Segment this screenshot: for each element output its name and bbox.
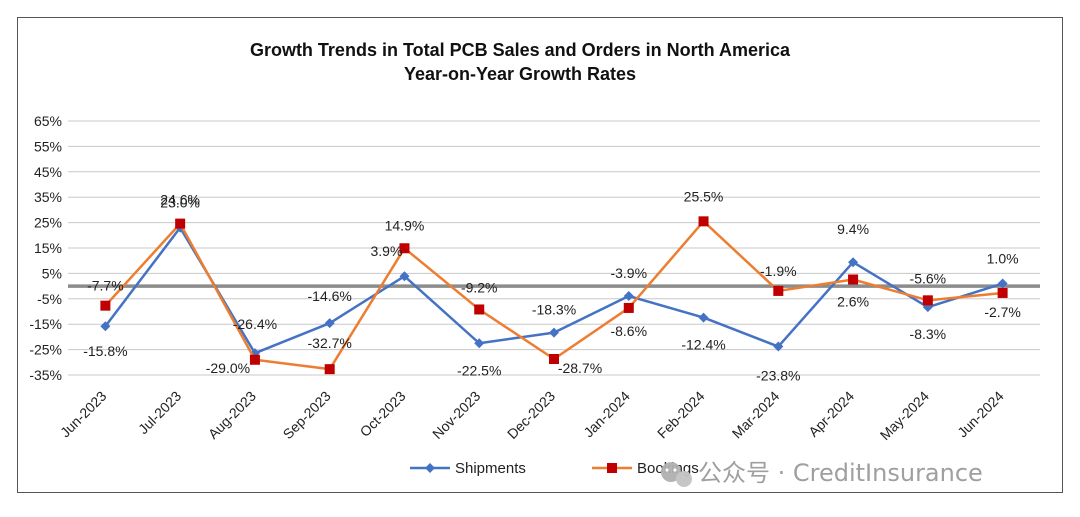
data-label-bookings: 25.5%: [684, 188, 724, 204]
point-shipments: [997, 278, 1008, 289]
y-tick-label: -35%: [29, 367, 62, 383]
point-shipments: [399, 271, 410, 282]
y-tick-label: -15%: [29, 316, 62, 332]
chart-title: Growth Trends in Total PCB Sales and Ord…: [250, 40, 791, 60]
point-bookings: [623, 302, 634, 313]
x-tick-label: Mar-2024: [729, 388, 783, 442]
point-bookings: [848, 274, 859, 285]
y-tick-label: 25%: [34, 215, 62, 231]
point-bookings: [549, 353, 559, 364]
data-label-bookings: -7.7%: [87, 278, 124, 294]
point-bookings: [399, 243, 410, 254]
point-bookings: [324, 364, 335, 375]
data-label-bookings: -32.7%: [308, 335, 352, 351]
x-tick-label: Apr-2024: [805, 388, 857, 440]
point-bookings: [698, 216, 709, 227]
data-label-bookings: 14.9%: [385, 217, 425, 233]
point-shipments: [474, 338, 485, 349]
x-tick-label: Jun-2023: [57, 388, 110, 441]
data-label-shipments: 1.0%: [987, 251, 1019, 267]
x-tick-label: May-2024: [877, 388, 932, 443]
data-labels: -15.8% 23.0% -26.4% -14.6% 3.9% -22.5% -18.3% -…: [83, 188, 1021, 383]
data-label-bookings: 2.6%: [837, 293, 869, 309]
legend-label-shipments: Shipments: [455, 460, 526, 477]
x-tick-label: Jul-2023: [135, 388, 184, 437]
y-tick-label: -25%: [29, 342, 62, 358]
data-label-bookings: -8.6%: [610, 323, 647, 339]
point-bookings: [997, 287, 1008, 298]
x-tick-label: Jun-2024: [954, 388, 1007, 441]
data-label-shipments: 9.4%: [837, 221, 869, 237]
point-bookings: [175, 218, 186, 229]
point-shipments: [623, 291, 634, 302]
x-axis-ticks: Jun-2023 Jul-2023 Aug-2023 Sep-2023 Oct-2023…: [57, 388, 1007, 443]
y-tick-label: -5%: [37, 291, 62, 307]
point-bookings: [100, 300, 111, 311]
watermark: 公众号 · CreditInsurance: [661, 459, 983, 487]
y-tick-label: 65%: [34, 113, 62, 129]
point-shipments: [848, 257, 859, 268]
point-shipments: [100, 321, 111, 332]
data-label-shipments: -12.4%: [681, 337, 725, 353]
data-label-shipments: -8.3%: [910, 326, 947, 342]
y-tick-label: 45%: [34, 164, 62, 180]
data-label-shipments: -3.9%: [610, 265, 647, 281]
chart-subtitle: Year-on-Year Growth Rates: [404, 64, 636, 84]
x-tick-label: Jan-2024: [580, 388, 633, 441]
legend-item-shipments: Shipments: [410, 460, 526, 477]
series-group: [100, 216, 1008, 375]
x-tick-label: Nov-2023: [429, 388, 483, 442]
x-tick-label: Aug-2023: [205, 388, 259, 442]
data-label-bookings: -9.2%: [461, 279, 498, 295]
y-axis-ticks: 65% 55% 45% 35% 25% 15% 5% -5% -15% -25% -35%: [29, 113, 62, 383]
x-tick-label: Sep-2023: [280, 388, 334, 442]
data-label-shipments: -26.4%: [233, 316, 277, 332]
x-tick-label: Oct-2023: [357, 388, 409, 440]
point-bookings: [249, 354, 260, 365]
data-label-shipments: 23.0%: [160, 195, 200, 211]
point-bookings: [474, 304, 485, 315]
data-label-bookings: -1.9%: [760, 263, 797, 279]
data-label-bookings: -29.0%: [206, 360, 250, 376]
data-label-shipments: -14.6%: [308, 288, 352, 304]
x-tick-label: Dec-2023: [504, 388, 558, 442]
data-label-shipments: -18.3%: [532, 302, 576, 318]
y-tick-label: 15%: [34, 240, 62, 256]
data-label-shipments: 3.9%: [371, 243, 403, 259]
legend-marker-shipments: [425, 463, 435, 473]
watermark-text: 公众号 · CreditInsurance: [698, 459, 983, 487]
data-label-bookings: 24.6%: [160, 192, 200, 208]
point-shipments: [324, 318, 335, 329]
point-shipments: [773, 341, 784, 352]
point-bookings: [922, 295, 933, 306]
legend: Shipments Bookings: [410, 460, 699, 477]
legend-marker-bookings: [607, 463, 617, 473]
data-label-bookings: -5.6%: [910, 270, 947, 286]
data-label-bookings: -2.7%: [984, 304, 1021, 320]
y-tick-label: 55%: [34, 138, 62, 154]
data-label-shipments: -22.5%: [457, 362, 501, 378]
point-bookings: [773, 285, 784, 296]
data-label-bookings: -28.7%: [558, 360, 602, 376]
y-tick-label: 5%: [42, 265, 62, 281]
chart-frame: Growth Trends in Total PCB Sales and Ord…: [17, 17, 1063, 493]
x-tick-label: Feb-2024: [654, 388, 708, 442]
data-label-shipments: -15.8%: [83, 343, 127, 359]
point-shipments: [698, 312, 709, 323]
data-label-shipments: -23.8%: [756, 368, 800, 384]
wechat-icon: [661, 462, 692, 487]
y-tick-label: 35%: [34, 189, 62, 205]
point-shipments: [549, 327, 559, 338]
line-chart: Growth Trends in Total PCB Sales and Ord…: [29, 40, 1040, 487]
